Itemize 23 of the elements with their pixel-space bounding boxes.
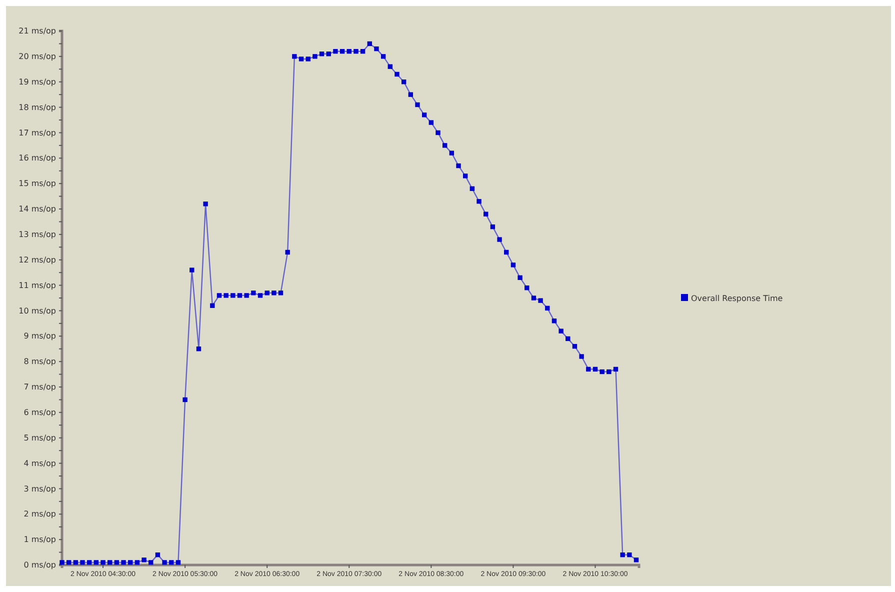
legend-label: Overall Response Time (691, 294, 783, 303)
y-tick-label: 15 ms/op (18, 179, 56, 188)
y-tick-label: 5 ms/op (24, 433, 56, 442)
y-tick-label: 7 ms/op (24, 382, 56, 392)
y-tick-label: 10 ms/op (18, 306, 56, 316)
y-tick-label: 18 ms/op (18, 102, 56, 112)
y-tick-label: 20 ms/op (18, 52, 56, 61)
y-tick-label: 2 ms/op (24, 510, 56, 519)
y-tick-label: 17 ms/op (18, 128, 56, 138)
y-tick-label: 13 ms/op (18, 230, 56, 239)
y-tick-label: 8 ms/op (24, 357, 56, 366)
y-tick-label: 14 ms/op (18, 204, 56, 214)
y-tick-label: 9 ms/op (24, 332, 56, 341)
y-tick-label: 0 ms/op (24, 560, 56, 570)
y-tick-label: 3 ms/op (24, 484, 56, 494)
y-tick-label: 4 ms/op (24, 458, 56, 468)
y-tick-label: 21 ms/op (18, 26, 56, 36)
y-tick-label: 16 ms/op (18, 154, 56, 163)
y-tick-label: 11 ms/op (18, 280, 56, 290)
y-tick-label: 12 ms/op (18, 255, 56, 264)
y-tick-label: 19 ms/op (18, 77, 56, 86)
y-tick-label: 1 ms/op (24, 535, 56, 544)
y-tick-label: 6 ms/op (24, 408, 56, 417)
